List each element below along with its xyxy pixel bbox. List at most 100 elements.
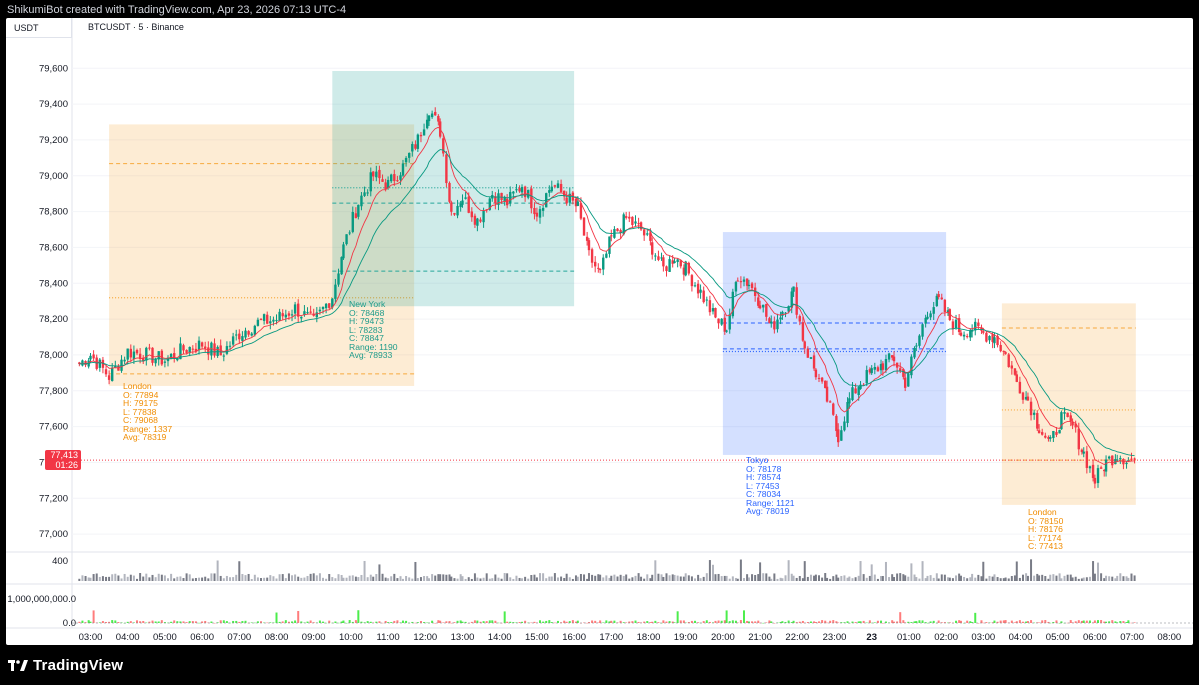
indicator-bar xyxy=(216,622,219,623)
candle-body xyxy=(957,318,961,333)
indicator-bar xyxy=(312,622,315,623)
candle-body xyxy=(210,342,213,356)
volume-bar xyxy=(331,577,334,581)
volume-bar xyxy=(991,576,994,581)
volume-bar xyxy=(865,577,868,581)
candle-body xyxy=(954,319,958,329)
candle-body xyxy=(151,347,154,363)
candle-body xyxy=(935,295,939,307)
candle-body xyxy=(1071,421,1074,426)
candle-body xyxy=(932,307,935,314)
current-price-value: 77,413 xyxy=(50,450,78,460)
candle-body xyxy=(194,348,198,352)
price-chart[interactable]: 79,600 79,400 79,200 79,000 78,800 78,600 78,4… xyxy=(6,18,1193,645)
candle-body xyxy=(154,358,157,364)
volume-bar xyxy=(684,573,687,581)
indicator-bar xyxy=(81,620,84,623)
candle-body xyxy=(399,175,402,180)
indicator-bar xyxy=(318,620,321,623)
candle-body xyxy=(84,361,87,366)
indicator-bar xyxy=(194,621,197,623)
indicator-bar xyxy=(89,621,92,623)
chart-panel[interactable]: 79,600 79,400 79,200 79,000 78,800 78,600 78,4… xyxy=(6,18,1193,645)
session-label-line: L: 77838 xyxy=(123,406,157,417)
candle-body xyxy=(750,283,754,289)
volume-bar xyxy=(619,574,622,581)
candle-body xyxy=(1091,464,1095,478)
candle-body xyxy=(363,192,366,196)
indicator-bar xyxy=(1004,620,1007,623)
volume-bar xyxy=(1114,578,1117,581)
volume-bar xyxy=(870,564,873,581)
volume-bar xyxy=(980,576,983,581)
indicator-bar xyxy=(594,620,597,623)
x-tick-label: 13:00 xyxy=(451,632,475,643)
volume-bar xyxy=(269,575,272,581)
indicator-bar xyxy=(363,622,366,623)
candle-body xyxy=(497,193,500,205)
volume-bar xyxy=(351,575,354,581)
volume-bar xyxy=(378,564,381,581)
candle-body xyxy=(464,197,467,199)
candle-body xyxy=(742,279,746,282)
volume-bar xyxy=(935,573,938,581)
indicator-bar xyxy=(275,612,278,623)
candle-body xyxy=(318,309,322,312)
candle-body xyxy=(696,283,700,294)
volume-bar xyxy=(932,577,935,581)
indicator-bar xyxy=(966,620,969,623)
volume-bar xyxy=(235,574,238,581)
volume-bar xyxy=(81,575,84,581)
indicator-bar xyxy=(1074,621,1077,623)
candle-body xyxy=(937,294,940,298)
candle-body xyxy=(488,198,492,210)
indicator-bar xyxy=(613,620,616,623)
x-tick-label: 18:00 xyxy=(637,632,661,643)
currency-label[interactable]: USDT xyxy=(6,18,72,38)
candle-body xyxy=(456,205,459,216)
indicator-bar xyxy=(779,621,782,623)
candle-body xyxy=(337,273,340,285)
indicator-bar xyxy=(958,620,961,623)
x-tick-label: 21:00 xyxy=(748,632,772,643)
volume-bar xyxy=(610,575,613,581)
candle-body xyxy=(238,333,241,340)
indicator-bar xyxy=(619,620,622,623)
tradingview-logo[interactable]: TradingView xyxy=(8,657,123,674)
indicator-bar xyxy=(943,622,946,623)
volume-bar xyxy=(535,577,538,581)
indicator-bar xyxy=(843,622,846,623)
indicator-bar xyxy=(1119,621,1122,623)
candle-body xyxy=(1044,435,1047,438)
candle-body xyxy=(422,129,426,136)
indicator-bar xyxy=(145,622,148,624)
indicator-bar xyxy=(256,621,259,623)
symbol-title[interactable]: BTCUSDT · 5 · Binance xyxy=(88,22,184,32)
volume-bar xyxy=(291,575,294,581)
candle-body xyxy=(148,347,151,349)
candle-body xyxy=(404,157,408,163)
indicator-bar xyxy=(806,622,809,623)
volume-bar xyxy=(1069,574,1072,581)
volume-bar xyxy=(646,574,649,581)
candle-body xyxy=(467,196,470,213)
session-box-1 xyxy=(332,71,575,307)
indicator-bar xyxy=(266,622,269,624)
indicator-bar xyxy=(932,620,935,623)
candle-body xyxy=(616,228,619,232)
candle-body xyxy=(974,321,977,331)
candle-body xyxy=(910,356,913,376)
indicator-bar xyxy=(1018,620,1021,623)
candle-body xyxy=(993,337,996,344)
indicator-bar xyxy=(101,621,104,623)
candle-body xyxy=(628,216,631,219)
x-tick-label: 11:00 xyxy=(377,632,400,643)
indicator-bar xyxy=(969,621,972,623)
candle-body xyxy=(485,209,488,211)
candle-body xyxy=(98,359,102,368)
candle-body xyxy=(401,163,405,176)
indicator-bar xyxy=(494,620,497,623)
volume-bar xyxy=(1015,561,1018,581)
x-tick-label: 16:00 xyxy=(562,632,586,643)
volume-bar xyxy=(1044,576,1047,581)
